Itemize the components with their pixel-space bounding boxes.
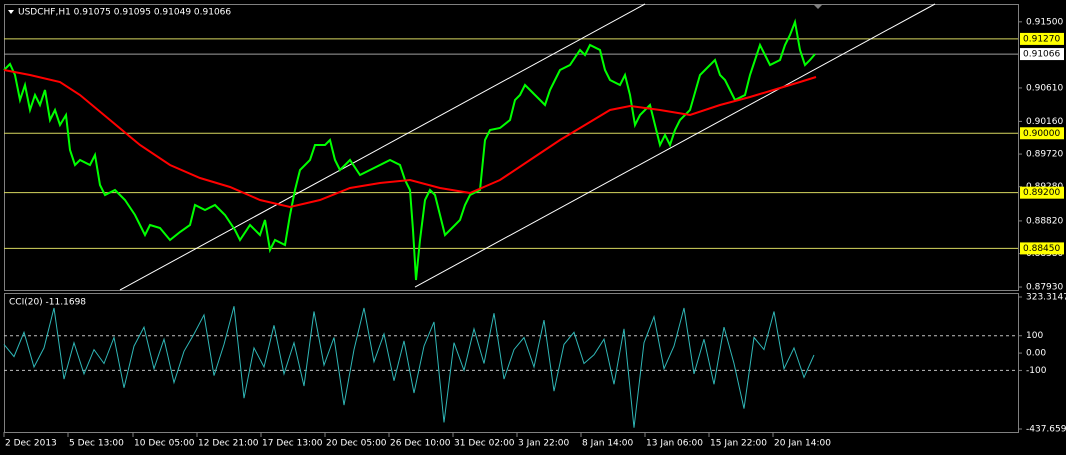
y-tick-label: 0.91500: [1026, 17, 1063, 27]
current-price-box: [1020, 48, 1064, 61]
cci-panel-frame: [4, 293, 1019, 433]
y-tick-label: -437.6593: [1026, 425, 1066, 435]
x-tick-label: 10 Dec 05:00: [134, 439, 195, 449]
menu-triangle[interactable]: [8, 10, 14, 14]
y-tick-label: 0.90160: [1026, 117, 1063, 127]
x-tick-label: 8 Jan 14:00: [582, 439, 634, 449]
trendline: [414, 3, 936, 288]
y-tick-label: 0.90610: [1026, 83, 1063, 93]
current-price-label: 0.91066: [1023, 50, 1060, 60]
y-tick-label: -100: [1026, 366, 1047, 376]
x-tick-label: 15 Jan 22:00: [710, 439, 767, 449]
x-tick-label: 13 Jan 06:00: [646, 439, 703, 449]
shift-marker: [813, 4, 823, 9]
x-tick-label: 2 Dec 2013: [5, 439, 57, 449]
x-tick-label: 31 Dec 02:00: [454, 439, 515, 449]
chart-title: USDCHF,H1 0.91075 0.91095 0.91049 0.9106…: [18, 8, 231, 18]
price-level-label: 0.90000: [1023, 129, 1060, 139]
x-tick-label: 26 Dec 10:00: [390, 439, 451, 449]
y-tick-label: 0.89720: [1026, 150, 1063, 160]
price-level-label: 0.88450: [1023, 244, 1060, 254]
x-tick-label: 3 Jan 22:00: [518, 439, 570, 449]
x-tick-label: 5 Dec 13:00: [69, 439, 124, 449]
series-line: [3, 306, 815, 428]
y-tick-label: 0.88820: [1026, 216, 1063, 226]
price-level-label: 0.91270: [1023, 34, 1060, 44]
x-tick-label: 12 Dec 21:00: [198, 439, 259, 449]
series-line: [3, 18, 816, 281]
series-line: [3, 69, 817, 209]
trendline: [119, 3, 646, 291]
price-level-label: 0.89200: [1023, 188, 1060, 198]
main-panel-frame: [4, 4, 1019, 291]
y-tick-label: 0.87930: [1026, 283, 1063, 293]
price-level-box: [1020, 127, 1064, 140]
x-tick-label: 20 Jan 14:00: [774, 439, 831, 449]
price-level-box: [1020, 242, 1064, 255]
price-level-box: [1020, 32, 1064, 45]
y-tick-label: 323.3147: [1026, 293, 1066, 303]
x-tick-label: 17 Dec 13:00: [262, 439, 323, 449]
y-tick-label: 100: [1026, 331, 1043, 341]
price-level-box: [1020, 186, 1064, 199]
cci-title: CCI(20) -11.1698: [9, 298, 86, 308]
x-tick-label: 20 Dec 05:00: [326, 439, 387, 449]
y-tick-label: 0.00: [1026, 349, 1046, 359]
